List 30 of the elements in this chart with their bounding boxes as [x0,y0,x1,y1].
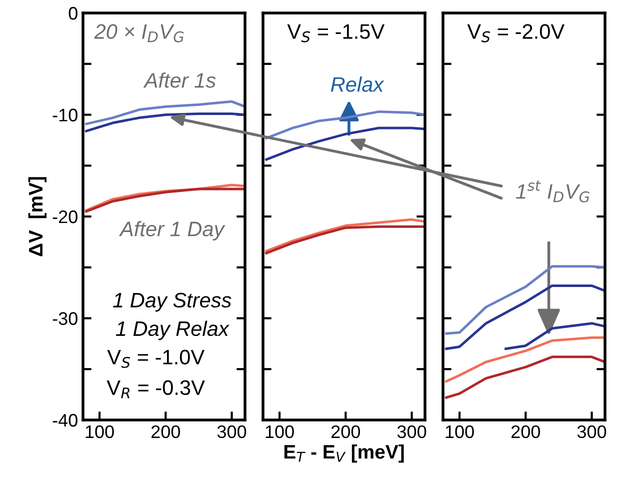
line-series [85,188,245,213]
annotation: 1$^{st}$ I$_{D}$V$_{G}$ [516,180,590,202]
x-tick-label: 200 [512,425,540,438]
annotation: V$_{S}$ = -2.0V [467,24,565,42]
x-axis-title: E$_{T}$ - E$_{V}$ [meV] [284,444,404,463]
annotation: V$_{S}$ = -1.0V [107,350,205,368]
x-tick-label: 100 [446,425,474,438]
x-tick-label: 300 [217,425,246,438]
annotation: Relax [330,76,384,92]
annotation: V$_{R}$ = -0.3V [106,380,205,398]
y-tick-label: -40 [52,414,78,427]
x-tick-label: 100 [266,425,294,438]
x-tick-label: 300 [577,425,606,438]
y-tick-label: -20 [52,210,78,224]
line-series [85,100,245,126]
y-tick-label: -30 [52,312,78,325]
x-tick-label: 200 [332,425,360,438]
annotation: 1 Day Stress [113,292,232,312]
annotation: After 1 Day [118,221,226,240]
annotation: 1 Day Relax [116,320,230,340]
y-tick-label: -10 [52,108,78,122]
annotation: 20 × I$_{D}$V$_{G}$ [94,24,184,42]
annotation: V$_{S}$ = -1.5V [287,24,385,42]
y-axis-title: ΔV [mV] [28,177,46,256]
y-tick-label: 0 [68,6,78,20]
line-series [85,112,245,132]
annotation: After 1s [143,72,216,88]
x-tick-label: 300 [397,425,426,438]
x-tick-label: 200 [152,425,180,438]
x-tick-label: 100 [86,425,114,438]
